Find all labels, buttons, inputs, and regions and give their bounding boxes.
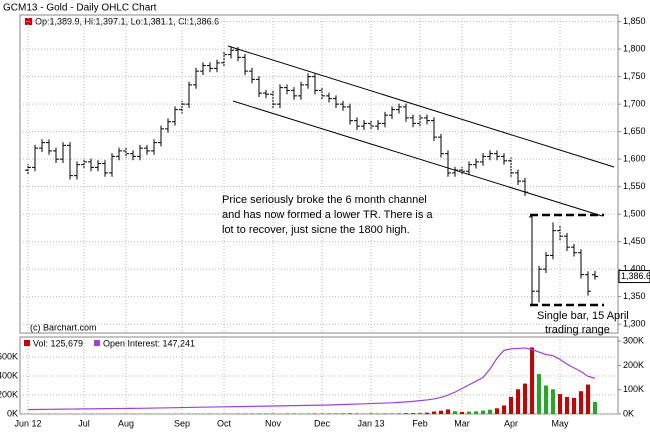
y-tick-label: 200K [0,389,18,399]
volume-bar [390,413,394,414]
legend-label: Vol: 125,679 [33,338,83,348]
volume-bar [509,396,513,414]
volume-bar [439,410,443,414]
volume-bar [558,394,562,414]
annotation: Price seriously broke the 6 month channe… [222,194,427,206]
volume-bar [551,389,555,414]
x-tick-label: Jul [78,418,90,428]
x-tick-label: Jan 13 [357,418,384,428]
y2-tick-label: 0K [623,408,634,418]
y2-tick-label: 300K [623,336,644,346]
legend-label: Open Interest: 147,241 [103,338,195,348]
volume-bar [446,409,450,414]
y-tick-label: 1,350 [623,291,646,301]
ohlc-header: Op:1,389.9, Hi:1,397.1, Lo:1,381.1, Cl:1… [35,16,219,26]
volume-bar [593,402,597,414]
volume-bar [523,383,527,414]
y-tick-label: 600K [0,351,18,361]
plot: 1,300 1,350 1,400 1,450 1,500 1,550 1,600 1,650… [0,15,650,428]
y-tick-label: 1,400 [623,264,646,274]
y-tick-label: 1,650 [623,126,646,136]
volume-bar [397,413,401,414]
volume-bar [488,409,492,414]
legend-swatch [24,340,30,346]
y-tick-label: 400K [0,370,18,380]
volume-bar [418,412,422,414]
y2-tick-label: 100K [623,384,644,394]
volume-bar [411,413,415,414]
legend-swatch [94,340,100,346]
volume-bar [565,396,569,414]
x-tick-label: Mar [454,418,470,428]
volume-bar [572,397,576,414]
x-tick-label: Apr [504,418,518,428]
last-price-label: 1,386.6 [621,271,650,281]
volume-bar [432,411,436,414]
x-tick-label: Sep [174,418,190,428]
y2-tick-label: 200K [623,360,644,370]
volume-bar [383,413,387,414]
price-frame [19,14,619,334]
volume-bar [544,385,548,414]
y-tick-label: 1,800 [623,43,646,53]
volume-bar [404,413,408,414]
volume-bar [537,374,541,414]
y-tick-label: 0K [7,408,18,418]
volume-bar [369,413,373,414]
x-tick-label: Nov [265,418,282,428]
y-tick-label: 1,450 [623,236,646,246]
volume-bar [579,391,583,414]
volume-bar [502,405,506,414]
volume-bar [586,384,590,414]
volume-bar [306,413,310,414]
x-tick-label: May [551,418,569,428]
channel-lower [232,100,603,217]
y-tick-label: 1,600 [623,154,646,164]
copyright: (c) Barchart.com [30,322,97,332]
volume-bar [348,413,352,414]
volume-bar [453,411,457,414]
annotation: lot to recover, just sicne the 1800 high… [222,224,410,236]
volume-bar [481,410,485,414]
y-tick-label: 1,850 [623,16,646,26]
x-tick-label: Jun 12 [14,418,41,428]
annotation: trading range [545,324,610,336]
last-price-box [618,270,650,284]
y-tick-label: 1,300 [623,319,646,329]
volume-bar [460,411,464,414]
x-tick-label: Oct [217,418,232,428]
x-tick-label: Dec [314,418,331,428]
y-tick-label: 1,550 [623,181,646,191]
x-tick-label: Aug [118,418,134,428]
open-interest-line [27,347,596,411]
volume-bar [425,412,429,414]
x-tick-label: Feb [412,418,428,428]
volume-bar [341,413,345,414]
volume-bar [467,411,471,414]
y-tick-label: 1,700 [623,99,646,109]
channel-upper [227,45,615,168]
y-tick-label: 1,750 [623,71,646,81]
chart-title: GCM13 - Gold - Daily OHLC Chart [3,3,157,14]
volume-bar [495,408,499,414]
y-tick-label: 1,500 [623,209,646,219]
volume-bar [376,413,380,414]
volume-bar [474,411,478,414]
volume-bar [516,389,520,414]
volume-bar [530,347,534,414]
annotation: and has now formed a lower TR. There is … [222,209,433,221]
annotation: Single bar, 15 April [537,310,629,322]
